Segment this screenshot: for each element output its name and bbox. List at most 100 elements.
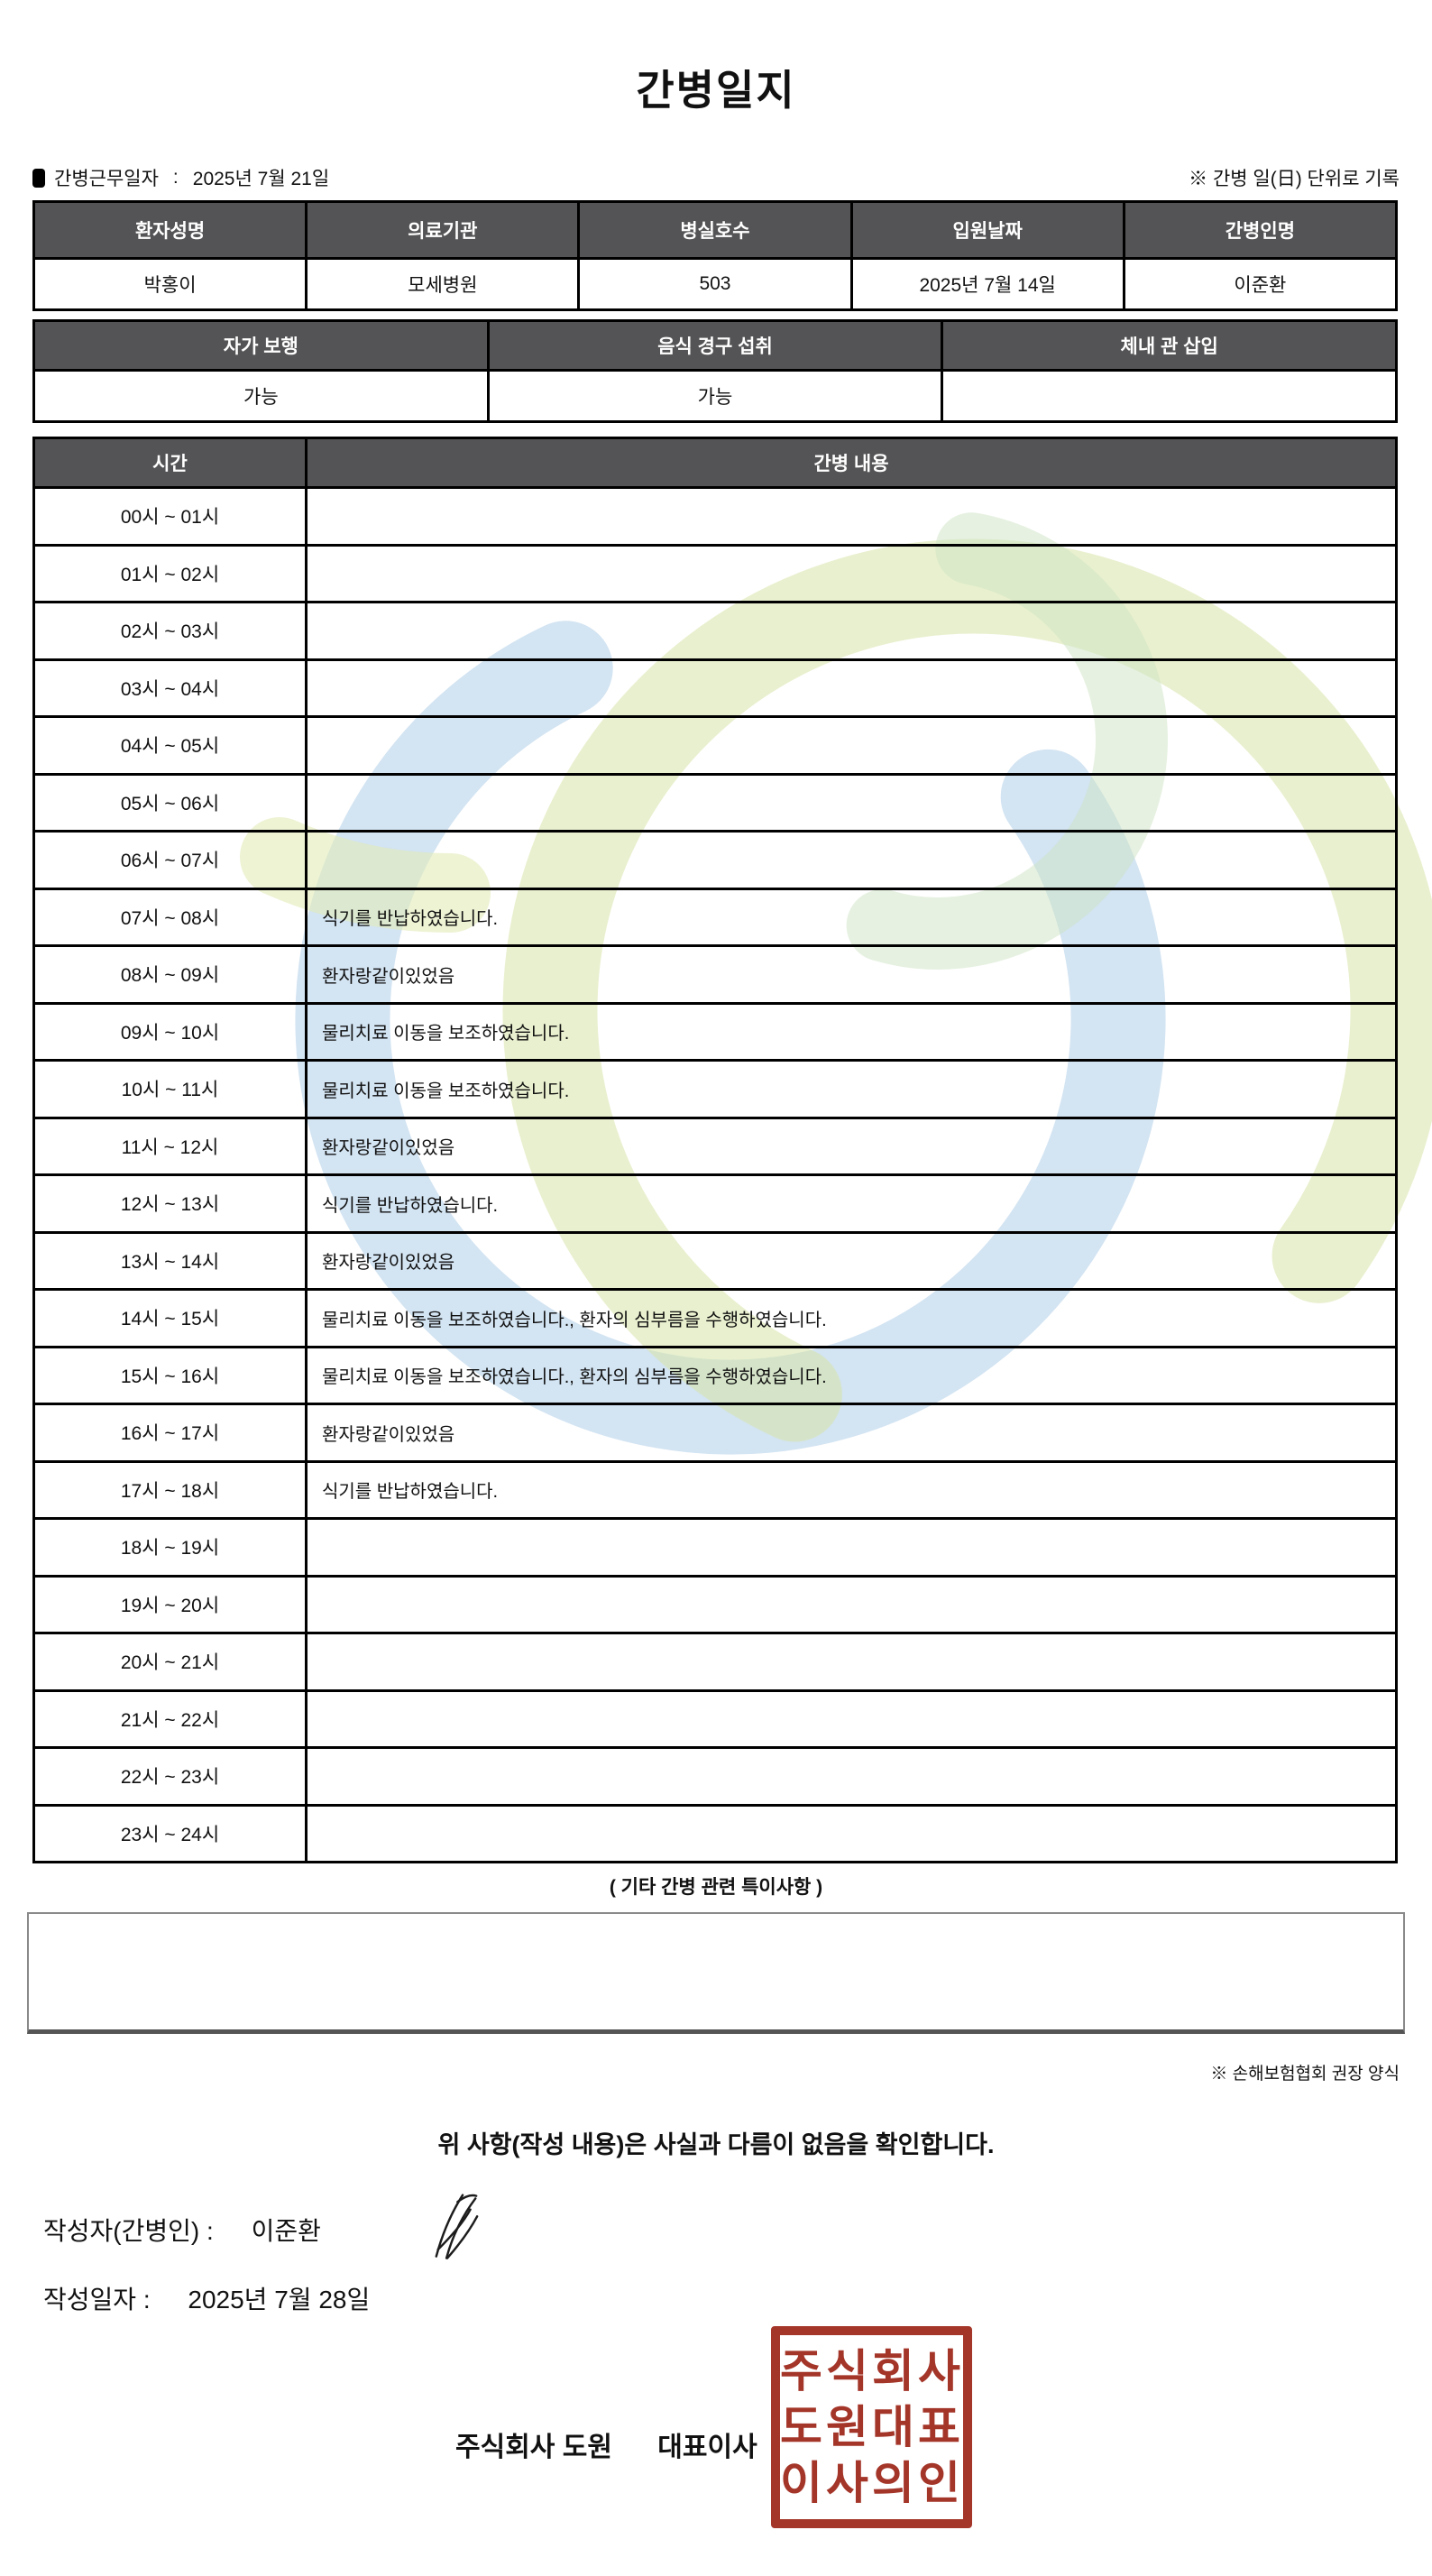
time-column-header: 시간	[32, 437, 308, 489]
care-content-cell	[305, 1632, 1398, 1692]
time-slot-cell: 21시 ~ 22시	[32, 1688, 308, 1749]
time-slot-cell: 08시 ~ 09시	[32, 944, 308, 1005]
patient-header-cell: 환자성명	[32, 200, 308, 260]
written-date-value: 2025년 7월 28일	[188, 2286, 371, 2314]
time-slot-cell: 02시 ~ 03시	[32, 601, 308, 661]
care-content-cell	[305, 1574, 1398, 1634]
time-slot-cell: 19시 ~ 20시	[32, 1574, 308, 1634]
time-slot-cell: 00시 ~ 01시	[32, 486, 308, 547]
care-content-cell	[305, 715, 1398, 776]
patient-header-cell: 의료기관	[305, 200, 581, 260]
time-slot-cell: 15시 ~ 16시	[32, 1345, 308, 1405]
time-slot-cell: 03시 ~ 04시	[32, 658, 308, 718]
time-slot-cell: 04시 ~ 05시	[32, 715, 308, 776]
time-slot-cell: 01시 ~ 02시	[32, 543, 308, 603]
care-table-row: 10시 ~ 11시 물리치료 이동을 보조하였습니다.	[32, 1059, 1398, 1119]
time-slot-cell: 07시 ~ 08시	[32, 887, 308, 947]
work-date-line: 간병근무일자 : 2025년 7월 21일	[32, 164, 329, 191]
oral-intake-cell: 가능	[486, 369, 944, 423]
care-content-cell	[305, 1803, 1398, 1863]
time-slot-cell: 20시 ~ 21시	[32, 1632, 308, 1692]
seal-text-line: 이사의인	[779, 2458, 964, 2508]
care-content-cell	[305, 1746, 1398, 1807]
time-slot-cell: 06시 ~ 07시	[32, 830, 308, 890]
author-name: 이준환	[251, 2217, 321, 2245]
seal-text-line: 도원대표	[779, 2402, 964, 2452]
care-content-cell	[305, 543, 1398, 603]
extra-notes-label: ( 기타 간병 관련 특이사항 )	[609, 1877, 823, 1898]
form-standard-note: ※ 손해보험협회 권장 양식	[1210, 2065, 1400, 2084]
care-content-cell	[305, 1517, 1398, 1578]
care-table-row: 15시 ~ 16시 물리치료 이동을 보조하였습니다., 환자의 심부름을 수행하…	[32, 1345, 1398, 1405]
extra-notes-box	[27, 1912, 1405, 2034]
care-table-row: 13시 ~ 14시 환자랑같이있었음	[32, 1230, 1398, 1291]
care-table-row: 04시 ~ 05시	[32, 715, 1398, 776]
care-content-cell	[305, 830, 1398, 890]
care-content-cell	[305, 486, 1398, 547]
time-slot-cell: 12시 ~ 13시	[32, 1173, 308, 1234]
care-table-row: 00시 ~ 01시	[32, 486, 1398, 547]
patient-header-cell: 입원날짜	[849, 200, 1125, 260]
caregiver-name-cell: 이준환	[1122, 257, 1399, 311]
care-content-cell: 물리치료 이동을 보조하였습니다.	[305, 1001, 1398, 1062]
square-bullet-icon	[32, 168, 45, 188]
patient-info-table: 환자성명 의료기관 병실호수 입원날짜 간병인명 박홍이 모세병원 503 20…	[32, 200, 1399, 311]
care-table-row: 14시 ~ 15시 물리치료 이동을 보조하였습니다., 환자의 심부름을 수행하…	[32, 1288, 1398, 1348]
page-title: 간병일지	[636, 67, 796, 114]
care-content-cell: 물리치료 이동을 보조하였습니다.	[305, 1059, 1398, 1119]
time-slot-cell: 16시 ~ 17시	[32, 1403, 308, 1463]
care-content-cell: 식기를 반납하였습니다.	[305, 887, 1398, 947]
time-slot-cell: 17시 ~ 18시	[32, 1459, 308, 1520]
care-content-cell: 환자랑같이있었음	[305, 1403, 1398, 1463]
caregiver-signature	[435, 2194, 479, 2259]
unit-note: ※ 간병 일(日) 단위로 기록	[1189, 169, 1400, 189]
care-table-row: 21시 ~ 22시	[32, 1688, 1398, 1749]
care-table-row: 16시 ~ 17시 환자랑같이있었음	[32, 1403, 1398, 1463]
care-content-cell	[305, 772, 1398, 833]
seal-text-line: 주식회사	[779, 2346, 964, 2397]
care-table-row: 11시 ~ 12시 환자랑같이있었음	[32, 1116, 1398, 1176]
admission-date-cell: 2025년 7월 14일	[849, 257, 1125, 311]
time-slot-cell: 13시 ~ 14시	[32, 1230, 308, 1291]
status-header-cell: 자가 보행	[32, 319, 490, 372]
care-table-row: 01시 ~ 02시	[32, 543, 1398, 603]
care-table-row: 03시 ~ 04시	[32, 658, 1398, 718]
hospital-cell: 모세병원	[305, 257, 581, 311]
care-table-row: 17시 ~ 18시 식기를 반납하였습니다.	[32, 1459, 1398, 1520]
care-table-row: 08시 ~ 09시 환자랑같이있었음	[32, 944, 1398, 1005]
care-table-row: 05시 ~ 06시	[32, 772, 1398, 833]
care-content-cell	[305, 1688, 1398, 1749]
author-label: 작성자(간병인) :	[43, 2217, 214, 2245]
company-line: 주식회사 도원 대표이사	[455, 2424, 757, 2464]
patient-header-cell: 병실호수	[577, 200, 853, 260]
care-content-cell: 물리치료 이동을 보조하였습니다., 환자의 심부름을 수행하였습니다.	[305, 1345, 1398, 1405]
patient-name-cell: 박홍이	[32, 257, 308, 311]
meta-row: 간병근무일자 : 2025년 7월 21일 ※ 간병 일(日) 단위로 기록	[32, 164, 1400, 191]
work-date-value: 2025년 7월 21일	[192, 169, 330, 189]
room-number-cell: 503	[577, 257, 853, 311]
care-table-row: 18시 ~ 19시	[32, 1517, 1398, 1578]
time-slot-cell: 10시 ~ 11시	[32, 1059, 308, 1119]
care-table-row: 06시 ~ 07시	[32, 830, 1398, 890]
content-column-header: 간병 내용	[305, 437, 1398, 489]
company-name: 주식회사 도원	[455, 2433, 612, 2462]
corporate-seal-stamp: 주식회사 도원대표 이사의인	[771, 2326, 972, 2528]
author-line: 작성자(간병인) : 이준환	[43, 2212, 321, 2248]
care-content-cell	[305, 601, 1398, 661]
time-slot-cell: 11시 ~ 12시	[32, 1116, 308, 1176]
time-slot-cell: 14시 ~ 15시	[32, 1288, 308, 1348]
care-content-cell: 환자랑같이있었음	[305, 1230, 1398, 1291]
status-header-cell: 음식 경구 섭취	[486, 319, 944, 372]
care-content-cell: 환자랑같이있었음	[305, 1116, 1398, 1176]
time-slot-cell: 05시 ~ 06시	[32, 772, 308, 833]
status-header-cell: 체내 관 삽입	[941, 319, 1398, 372]
care-table-row: 12시 ~ 13시 식기를 반납하였습니다.	[32, 1173, 1398, 1234]
care-content-cell: 식기를 반납하였습니다.	[305, 1173, 1398, 1234]
self-walking-cell: 가능	[32, 369, 490, 423]
work-date-label: 간병근무일자	[54, 169, 159, 189]
care-table-row: 09시 ~ 10시 물리치료 이동을 보조하였습니다.	[32, 1001, 1398, 1062]
care-content-cell: 식기를 반납하였습니다.	[305, 1459, 1398, 1520]
written-date-line: 작성일자 : 2025년 7월 28일	[43, 2280, 370, 2316]
care-table-row: 23시 ~ 24시	[32, 1803, 1398, 1863]
